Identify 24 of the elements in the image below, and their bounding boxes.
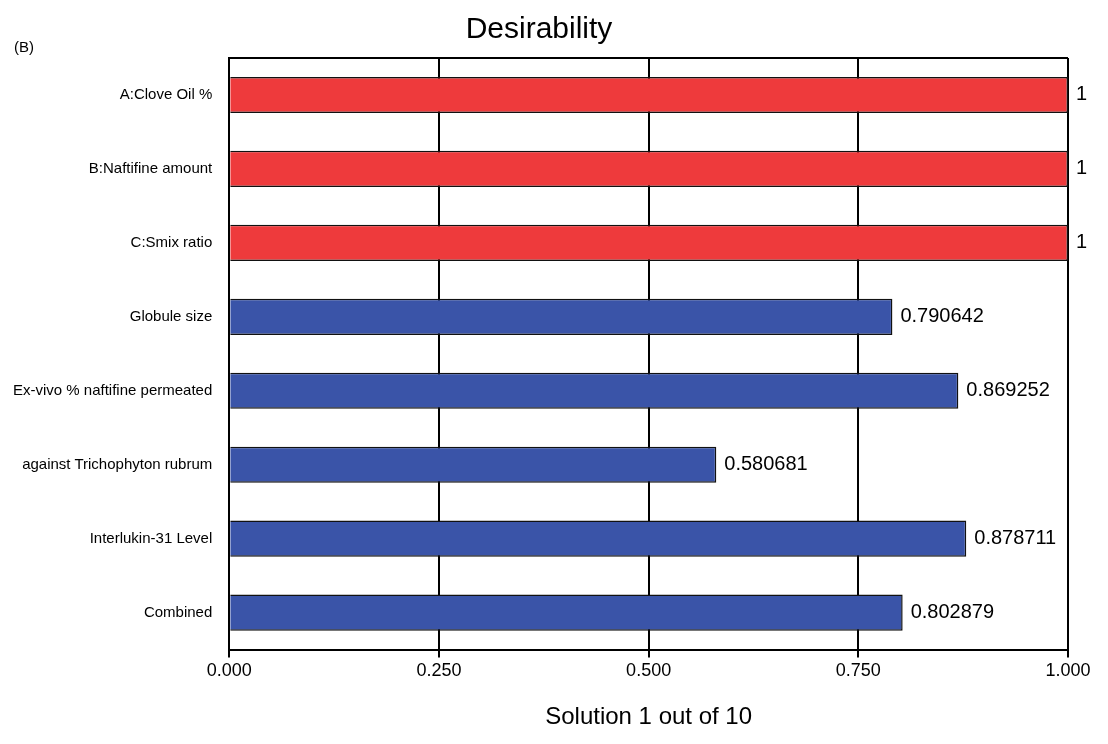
data-label: 0.790642: [900, 304, 984, 327]
text: (B): [14, 38, 34, 55]
y-tick-label: Ex-vivo % naftifine permeated: [13, 380, 213, 398]
x-tick-label: 0.500: [626, 660, 672, 681]
data-label: 0.580681: [724, 452, 808, 475]
y-tick-label: C:Smix ratio: [130, 233, 213, 251]
y-tick-label: Globule size: [129, 306, 213, 324]
chart-title: Desirability: [465, 11, 613, 45]
x-tick-label: 0.750: [835, 660, 881, 681]
data-label: 0.878711: [974, 526, 1057, 549]
x-tick-label: 0.250: [416, 660, 462, 681]
data-label: 1: [1076, 82, 1088, 105]
y-tick-label: Combined: [143, 602, 213, 620]
y-tick-label: against Trichophyton rubrum: [22, 454, 213, 472]
x-axis-title: Solution 1 out of 10: [545, 702, 753, 730]
x-tick-label: 1.000: [1045, 660, 1091, 681]
data-label: 0.802879: [910, 600, 995, 623]
data-label: 0.869252: [966, 378, 1050, 401]
y-tick-label: A:Clove Oil %: [119, 85, 213, 103]
y-tick-label: Interlukin-31 Level: [89, 528, 213, 546]
x-tick-label: 0.000: [206, 660, 252, 681]
y-tick-label: B:Naftifine amount: [88, 159, 214, 177]
data-label: 1: [1076, 230, 1088, 253]
data-label: 1: [1076, 156, 1088, 179]
